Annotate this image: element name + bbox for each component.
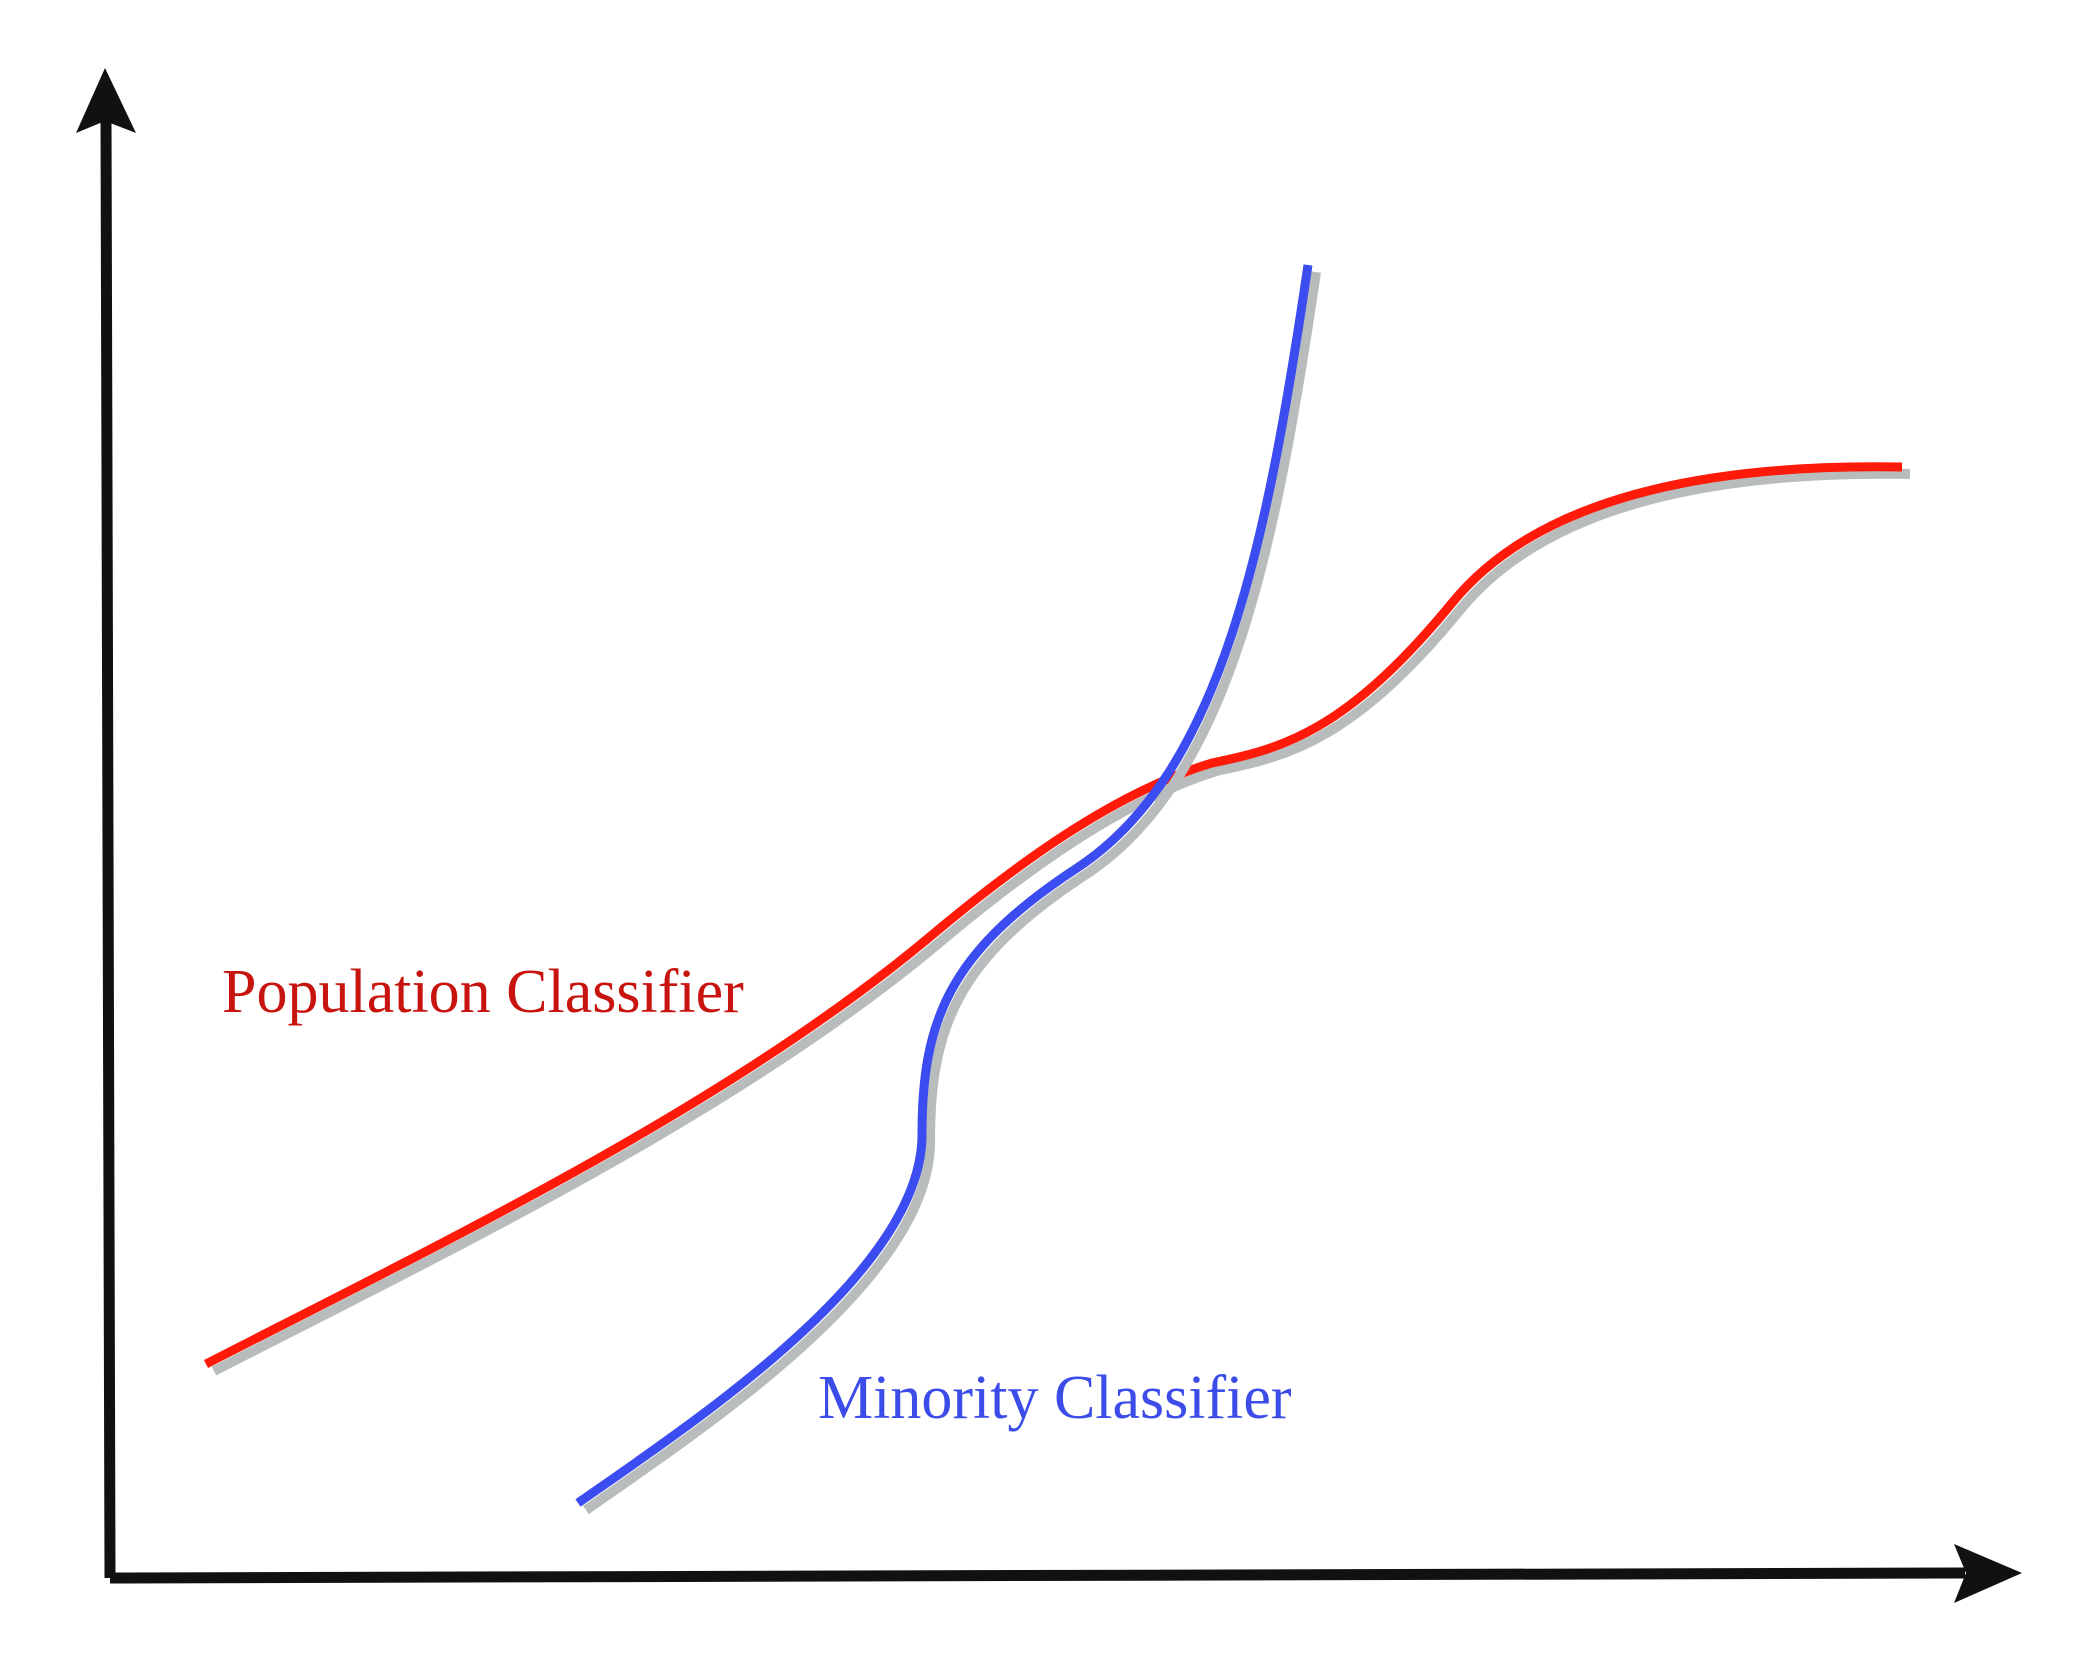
population-curve xyxy=(203,462,1903,1369)
population-curve-shadow xyxy=(211,468,1911,1376)
y-axis-arrow-icon xyxy=(76,68,136,133)
x-axis-line xyxy=(109,1567,1966,1584)
minority-curve xyxy=(575,264,1313,1507)
x-axis-arrow-icon xyxy=(1954,1544,2022,1603)
y-axis-line xyxy=(100,117,116,1579)
minority-curve-group xyxy=(575,264,1321,1515)
population-classifier-label: Population Classifier xyxy=(222,958,744,1026)
population-curve-group xyxy=(203,462,1911,1376)
minority-curve-shadow xyxy=(583,271,1321,1515)
minority-classifier-label: Minority Classifier xyxy=(818,1364,1292,1432)
axes xyxy=(76,68,2022,1603)
